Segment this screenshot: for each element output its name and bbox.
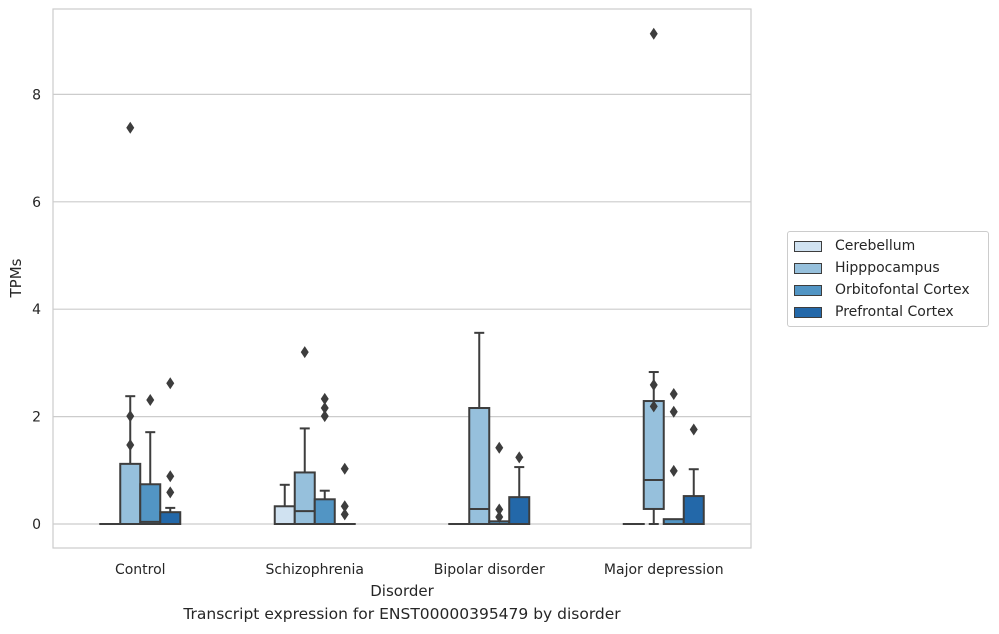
legend-item-cerebellum: Cerebellum bbox=[794, 236, 915, 256]
outlier-point bbox=[126, 410, 135, 423]
x-tick-label-schizophrenia: Schizophrenia bbox=[266, 562, 364, 578]
legend-swatch-hippocampus bbox=[794, 262, 822, 274]
legend-swatch-prefrontal bbox=[794, 306, 822, 318]
legend-item-prefrontal: Prefrontal Cortex bbox=[794, 302, 954, 322]
y-axis-ticks: 0 2 4 6 8 bbox=[32, 87, 41, 533]
outlier-point bbox=[649, 400, 658, 413]
outlier-point bbox=[166, 486, 175, 499]
box-bipolar-disorder-hipppocampus bbox=[468, 331, 491, 525]
box-series bbox=[99, 27, 705, 526]
box-iqr bbox=[139, 483, 162, 525]
x-tick-label-bipolar-disorder: Bipolar disorder bbox=[434, 562, 545, 578]
outlier-point bbox=[689, 423, 698, 436]
y-tick-label-6: 6 bbox=[32, 195, 41, 211]
box-iqr bbox=[508, 496, 531, 525]
y-tick-label-4: 4 bbox=[32, 302, 41, 318]
outlier-point bbox=[320, 410, 329, 423]
y-tick-label-2: 2 bbox=[32, 410, 41, 426]
box-iqr bbox=[313, 498, 336, 526]
outlier-point bbox=[669, 464, 678, 477]
box-schizophrenia-orbitofontal-cortex bbox=[313, 392, 336, 526]
outlier-point bbox=[166, 377, 175, 390]
outlier-point bbox=[146, 393, 155, 406]
box-schizophrenia-hipppocampus bbox=[293, 346, 316, 525]
box-schizophrenia-cerebellum bbox=[273, 483, 296, 525]
box-iqr bbox=[468, 407, 491, 525]
y-axis-label: TPMs bbox=[7, 258, 25, 298]
box-control-prefrontal-cortex bbox=[159, 377, 182, 525]
outlier-point bbox=[126, 439, 135, 452]
outlier-point bbox=[340, 500, 349, 513]
figure-caption: Transcript expression for ENST0000039547… bbox=[183, 605, 621, 623]
legend-label-orbitofrontal: Orbitofontal Cortex bbox=[835, 282, 970, 298]
outlier-point bbox=[340, 462, 349, 475]
box-schizophrenia-prefrontal-cortex bbox=[333, 462, 356, 526]
outlier-point bbox=[515, 451, 524, 464]
x-axis-label: Disorder bbox=[370, 582, 434, 600]
box-major-depression-prefrontal-cortex bbox=[682, 423, 705, 525]
outlier-point bbox=[669, 388, 678, 401]
box-control-hipppocampus bbox=[119, 121, 142, 525]
box-iqr bbox=[293, 471, 316, 525]
legend-label-prefrontal: Prefrontal Cortex bbox=[835, 304, 954, 320]
box-iqr bbox=[682, 495, 705, 525]
outlier-point bbox=[166, 470, 175, 483]
outlier-point bbox=[126, 121, 135, 134]
x-tick-label-major-depression: Major depression bbox=[604, 562, 724, 578]
x-axis-ticks: Control Schizophrenia Bipolar disorder Majo… bbox=[115, 562, 724, 578]
y-tick-label-0: 0 bbox=[32, 517, 41, 533]
legend-item-hippocampus: Hipppocampus bbox=[794, 258, 940, 278]
box-bipolar-disorder-prefrontal-cortex bbox=[508, 451, 531, 525]
outlier-point bbox=[495, 511, 504, 524]
y-tick-label-8: 8 bbox=[32, 87, 41, 103]
legend-label-hippocampus: Hipppocampus bbox=[835, 260, 940, 276]
plot-area-frame bbox=[52, 8, 752, 549]
legend: Cerebellum Hipppocampus Orbitofontal Cor… bbox=[787, 231, 989, 327]
outlier-point bbox=[340, 508, 349, 521]
outlier-point bbox=[669, 405, 678, 418]
box-iqr bbox=[159, 511, 182, 525]
outlier-point bbox=[649, 378, 658, 391]
outlier-point bbox=[495, 503, 504, 516]
outlier-point bbox=[495, 441, 504, 454]
outlier-point bbox=[320, 392, 329, 405]
outlier-point bbox=[300, 346, 309, 359]
box-control-orbitofontal-cortex bbox=[139, 393, 162, 525]
box-bipolar-disorder-orbitofontal-cortex bbox=[488, 441, 511, 526]
box-major-depression-hipppocampus bbox=[642, 27, 665, 525]
x-tick-label-control: Control bbox=[115, 562, 166, 578]
box-iqr bbox=[642, 400, 665, 510]
legend-swatch-orbitofrontal bbox=[794, 284, 822, 296]
box-iqr bbox=[119, 462, 142, 525]
box-iqr bbox=[273, 505, 296, 525]
outlier-point bbox=[320, 402, 329, 415]
legend-label-cerebellum: Cerebellum bbox=[835, 238, 916, 254]
box-major-depression-orbitofontal-cortex bbox=[662, 388, 685, 525]
legend-swatch-cerebellum bbox=[794, 240, 822, 252]
legend-item-orbitofrontal: Orbitofontal Cortex bbox=[794, 280, 970, 300]
outlier-point bbox=[649, 27, 658, 40]
